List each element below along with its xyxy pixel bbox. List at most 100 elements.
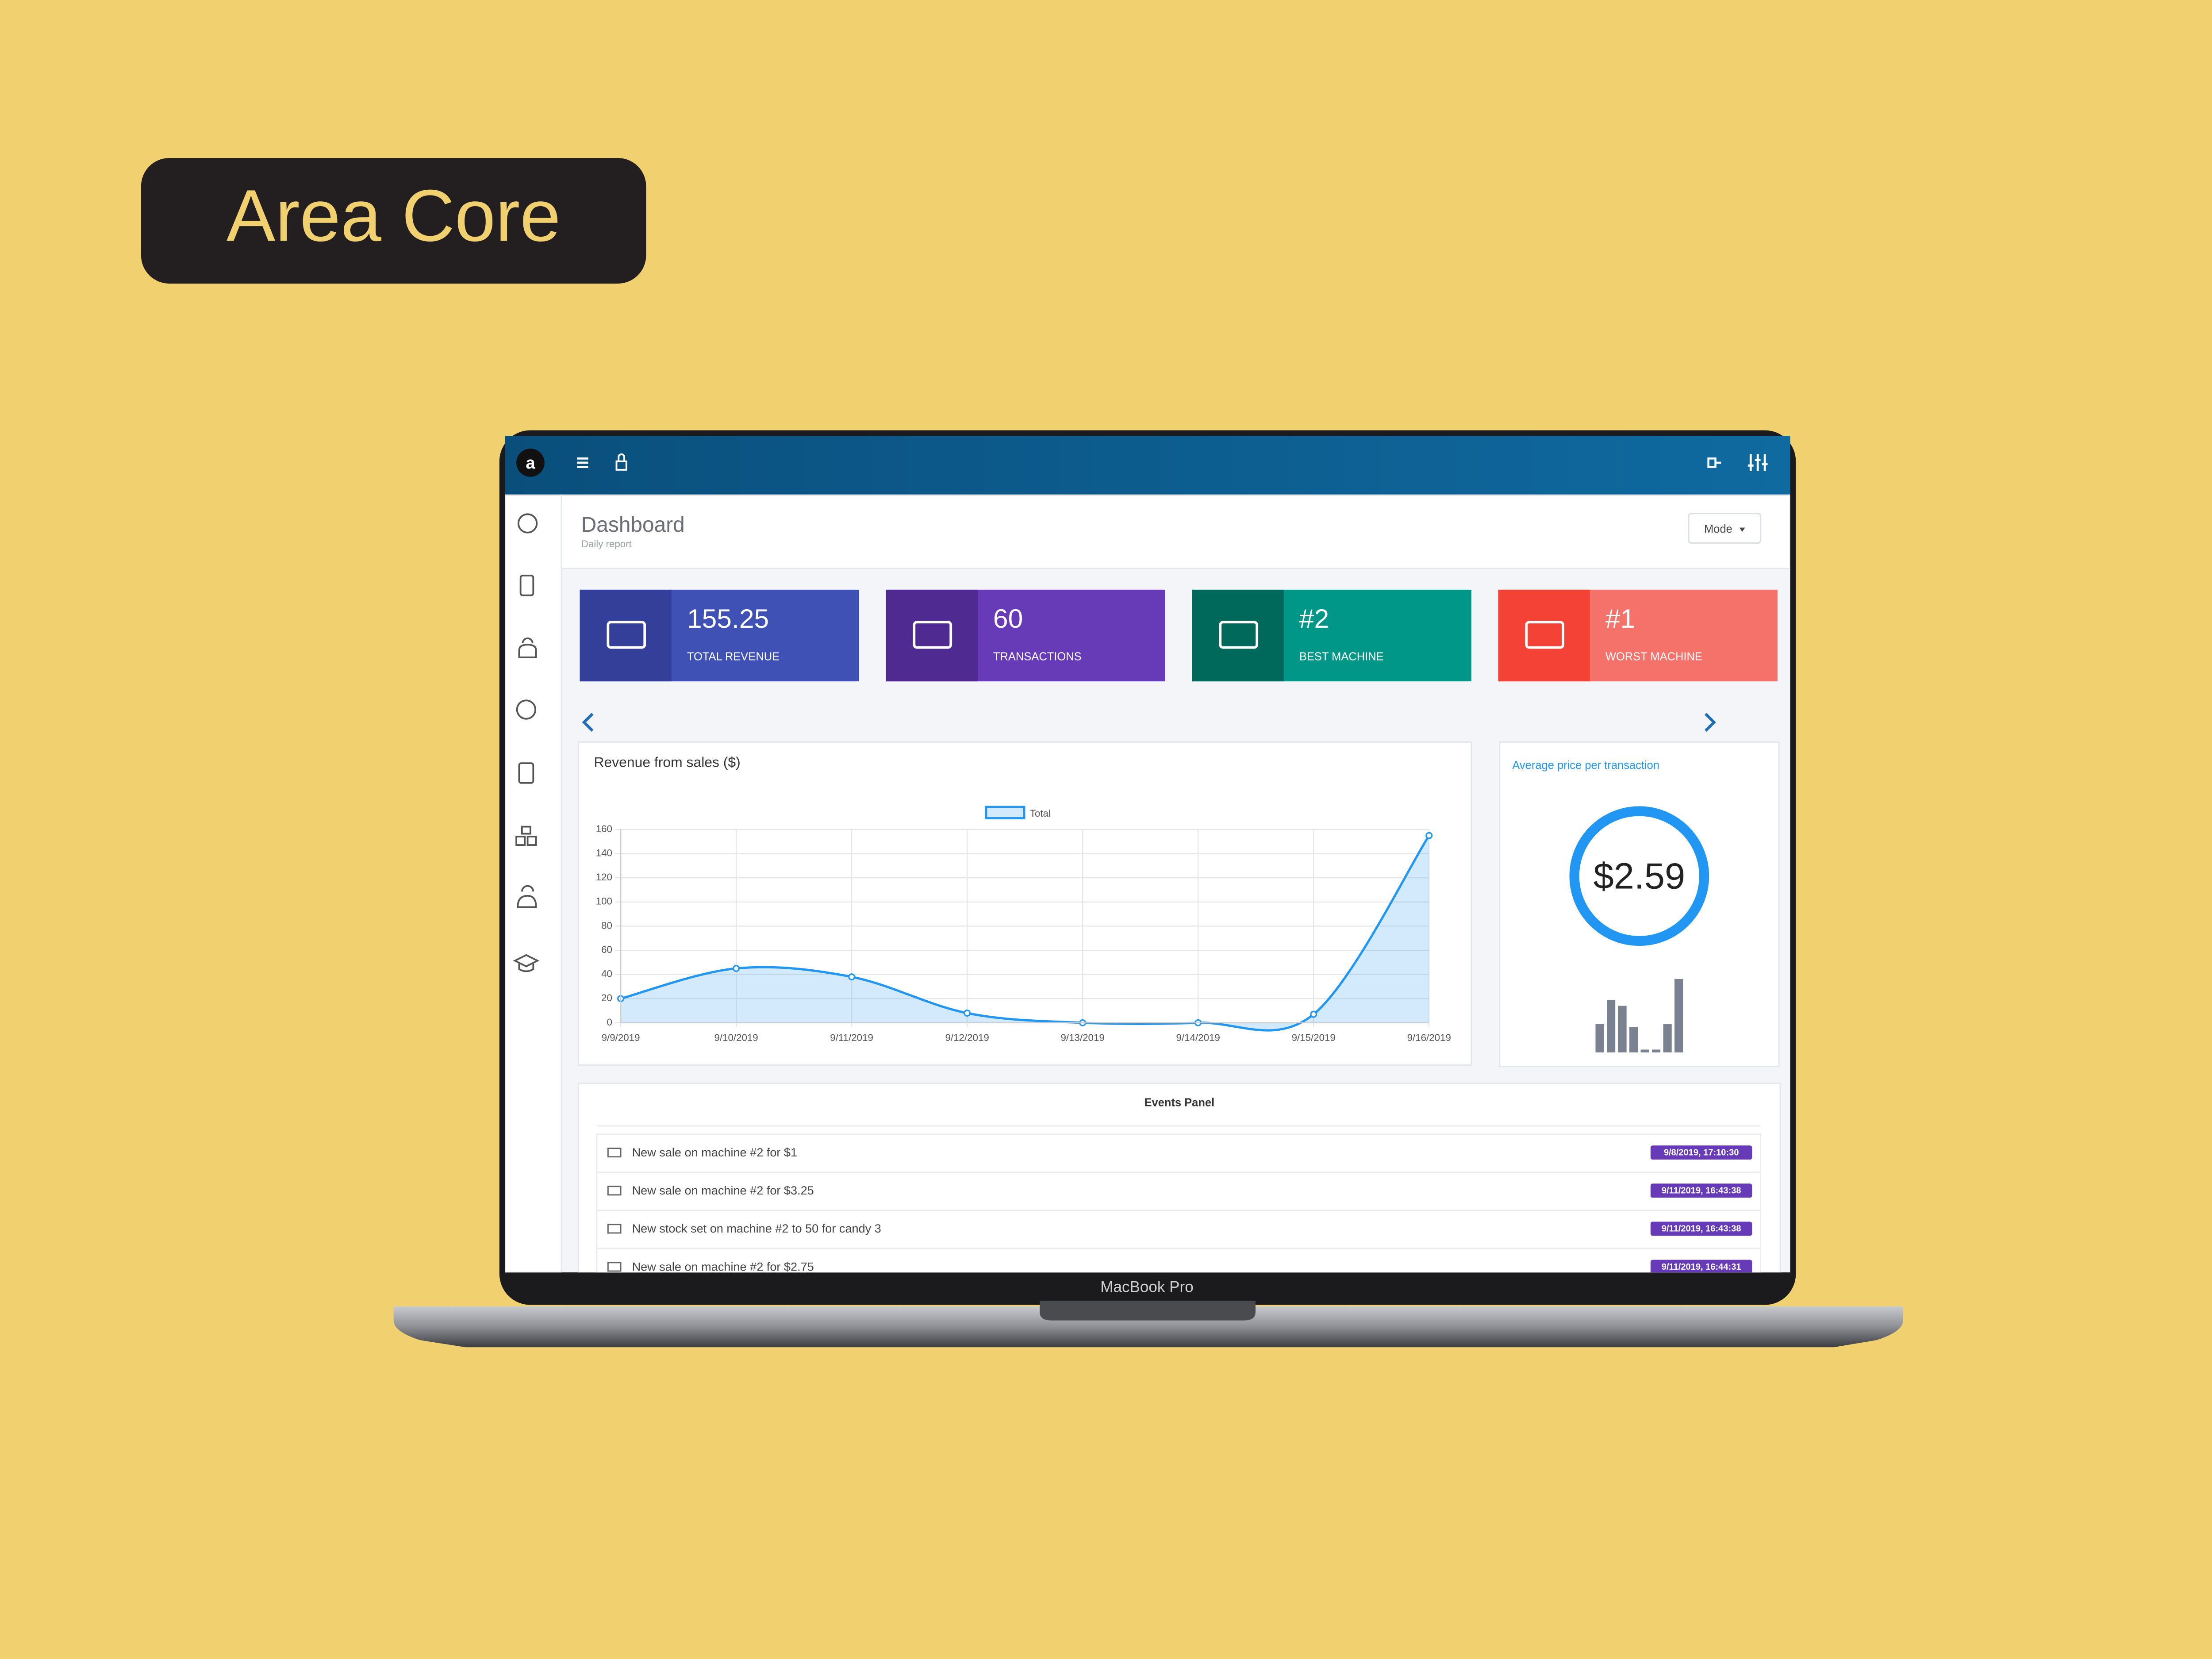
card-icon-bg — [580, 589, 672, 682]
y-tick-label: 80 — [601, 920, 612, 931]
nav-help[interactable] — [516, 699, 537, 720]
next-arrow[interactable] — [1704, 713, 1716, 732]
nav-structure[interactable] — [515, 826, 537, 846]
y-tick-label: 60 — [601, 944, 612, 955]
card-value: #2 — [1299, 603, 1329, 634]
avg-value: $2.59 — [1594, 856, 1685, 897]
event-text: New stock set on machine #2 to 50 for ca… — [632, 1221, 881, 1235]
card-value: #1 — [1605, 603, 1635, 634]
line — [620, 835, 1430, 1032]
badge-box — [141, 158, 646, 284]
notch — [1040, 1301, 1256, 1321]
event-badge — [1650, 1183, 1752, 1198]
spark-bar — [1607, 1000, 1616, 1052]
top-bar — [505, 436, 1790, 495]
card-label: WORST MACHINE — [1605, 651, 1702, 663]
spark-bar — [1663, 1024, 1672, 1052]
event-row — [596, 1133, 1762, 1173]
events-list: New sale on machine #2 for $1 9/8/2019, 1… — [596, 1133, 1762, 1273]
y-tick-label: 0 — [607, 1017, 612, 1028]
nav-clients[interactable] — [517, 885, 537, 908]
event-time: 9/8/2019, 17:10:30 — [1664, 1148, 1739, 1157]
spark-bar — [1674, 979, 1683, 1052]
card-label: BEST MACHINE — [1299, 651, 1384, 663]
caret — [1739, 527, 1745, 532]
point — [964, 1010, 971, 1017]
page-title: Dashboard — [581, 513, 685, 537]
sparkline — [1595, 979, 1683, 1052]
point — [848, 973, 856, 981]
nav-users[interactable] — [518, 637, 537, 658]
card-icon — [913, 621, 952, 649]
legend-swatch — [985, 806, 1025, 819]
sidebar — [505, 494, 562, 1273]
y-tick-label: 100 — [596, 896, 612, 907]
settings-icon[interactable] — [1747, 454, 1768, 472]
mode-button[interactable] — [1688, 513, 1762, 544]
event-row — [596, 1171, 1762, 1211]
event-row — [596, 1248, 1762, 1273]
spark-bar — [1640, 1049, 1649, 1052]
prev-arrow[interactable] — [582, 713, 594, 732]
event-text: New sale on machine #2 for $1 — [632, 1145, 798, 1159]
nav-machines[interactable] — [519, 575, 534, 596]
card-icon-bg — [1192, 589, 1284, 682]
point — [1310, 1010, 1317, 1018]
cards: 155.25 TOTAL REVENUE 60 TRANSACTIONS #2 BEST … — [580, 589, 1778, 682]
event-badge — [1650, 1221, 1752, 1236]
avg-title: Average price per transaction — [1512, 759, 1659, 772]
spark-bar — [1652, 1049, 1661, 1052]
event-row — [596, 1210, 1762, 1249]
avg-panel — [1499, 741, 1780, 1068]
card-icon-bg — [1498, 589, 1590, 682]
legend-label: Total — [1030, 808, 1051, 819]
event-text: New sale on machine #2 for $3.25 — [632, 1183, 814, 1197]
x-tick-label: 9/10/2019 — [714, 1032, 758, 1043]
x-tick-label: 9/16/2019 — [1407, 1032, 1451, 1043]
event-time: 9/11/2019, 16:43:38 — [1662, 1186, 1741, 1196]
page-header — [561, 494, 1790, 569]
logo-mark: a — [526, 453, 535, 472]
lock-icon[interactable] — [615, 453, 627, 471]
spark-bar — [1629, 1027, 1638, 1052]
logo[interactable] — [516, 449, 545, 477]
y-tick-label: 20 — [601, 992, 612, 1003]
card-icon — [607, 621, 646, 649]
event-icon — [607, 1186, 622, 1196]
events-title: Events Panel — [1144, 1096, 1214, 1109]
laptop-label: MacBook Pro — [1100, 1279, 1193, 1296]
x-tick-label: 9/12/2019 — [945, 1032, 989, 1043]
event-icon — [607, 1224, 622, 1234]
event-badge — [1650, 1260, 1752, 1273]
nav-learning[interactable] — [513, 954, 540, 972]
area — [621, 835, 1429, 1031]
page-subtitle: Daily report — [581, 538, 632, 549]
card-icon — [1525, 621, 1565, 649]
chart-title: Revenue from sales ($) — [594, 754, 740, 770]
event-time: 9/11/2019, 16:44:31 — [1662, 1262, 1741, 1272]
avg-ring — [1569, 806, 1709, 946]
x-tick-label: 9/15/2019 — [1292, 1032, 1336, 1043]
laptop-base — [393, 1306, 1903, 1348]
point — [1425, 832, 1433, 839]
revenue-panel — [577, 741, 1472, 1066]
nav-devices[interactable] — [518, 762, 534, 784]
event-text: New sale on machine #2 for $2.75 — [632, 1260, 814, 1273]
card-icon-bg — [886, 589, 978, 682]
x-tick-label: 9/11/2019 — [830, 1032, 873, 1043]
event-badge — [1650, 1145, 1752, 1160]
card-value: 60 — [993, 603, 1023, 634]
y-tick-label: 120 — [596, 872, 612, 883]
card-label: TOTAL REVENUE — [687, 651, 780, 663]
badge: Area Core — [227, 175, 561, 257]
nav-dashboard[interactable] — [517, 513, 538, 534]
y-tick-label: 140 — [596, 847, 612, 858]
card-icon — [1219, 621, 1259, 649]
y-tick-label: 40 — [601, 968, 612, 979]
screen: a Dashboard Daily report Mode 155.25 TOTA… — [505, 436, 1790, 1273]
logout-icon[interactable] — [1707, 457, 1721, 468]
menu-icon[interactable] — [577, 457, 588, 468]
event-icon — [607, 1148, 622, 1158]
